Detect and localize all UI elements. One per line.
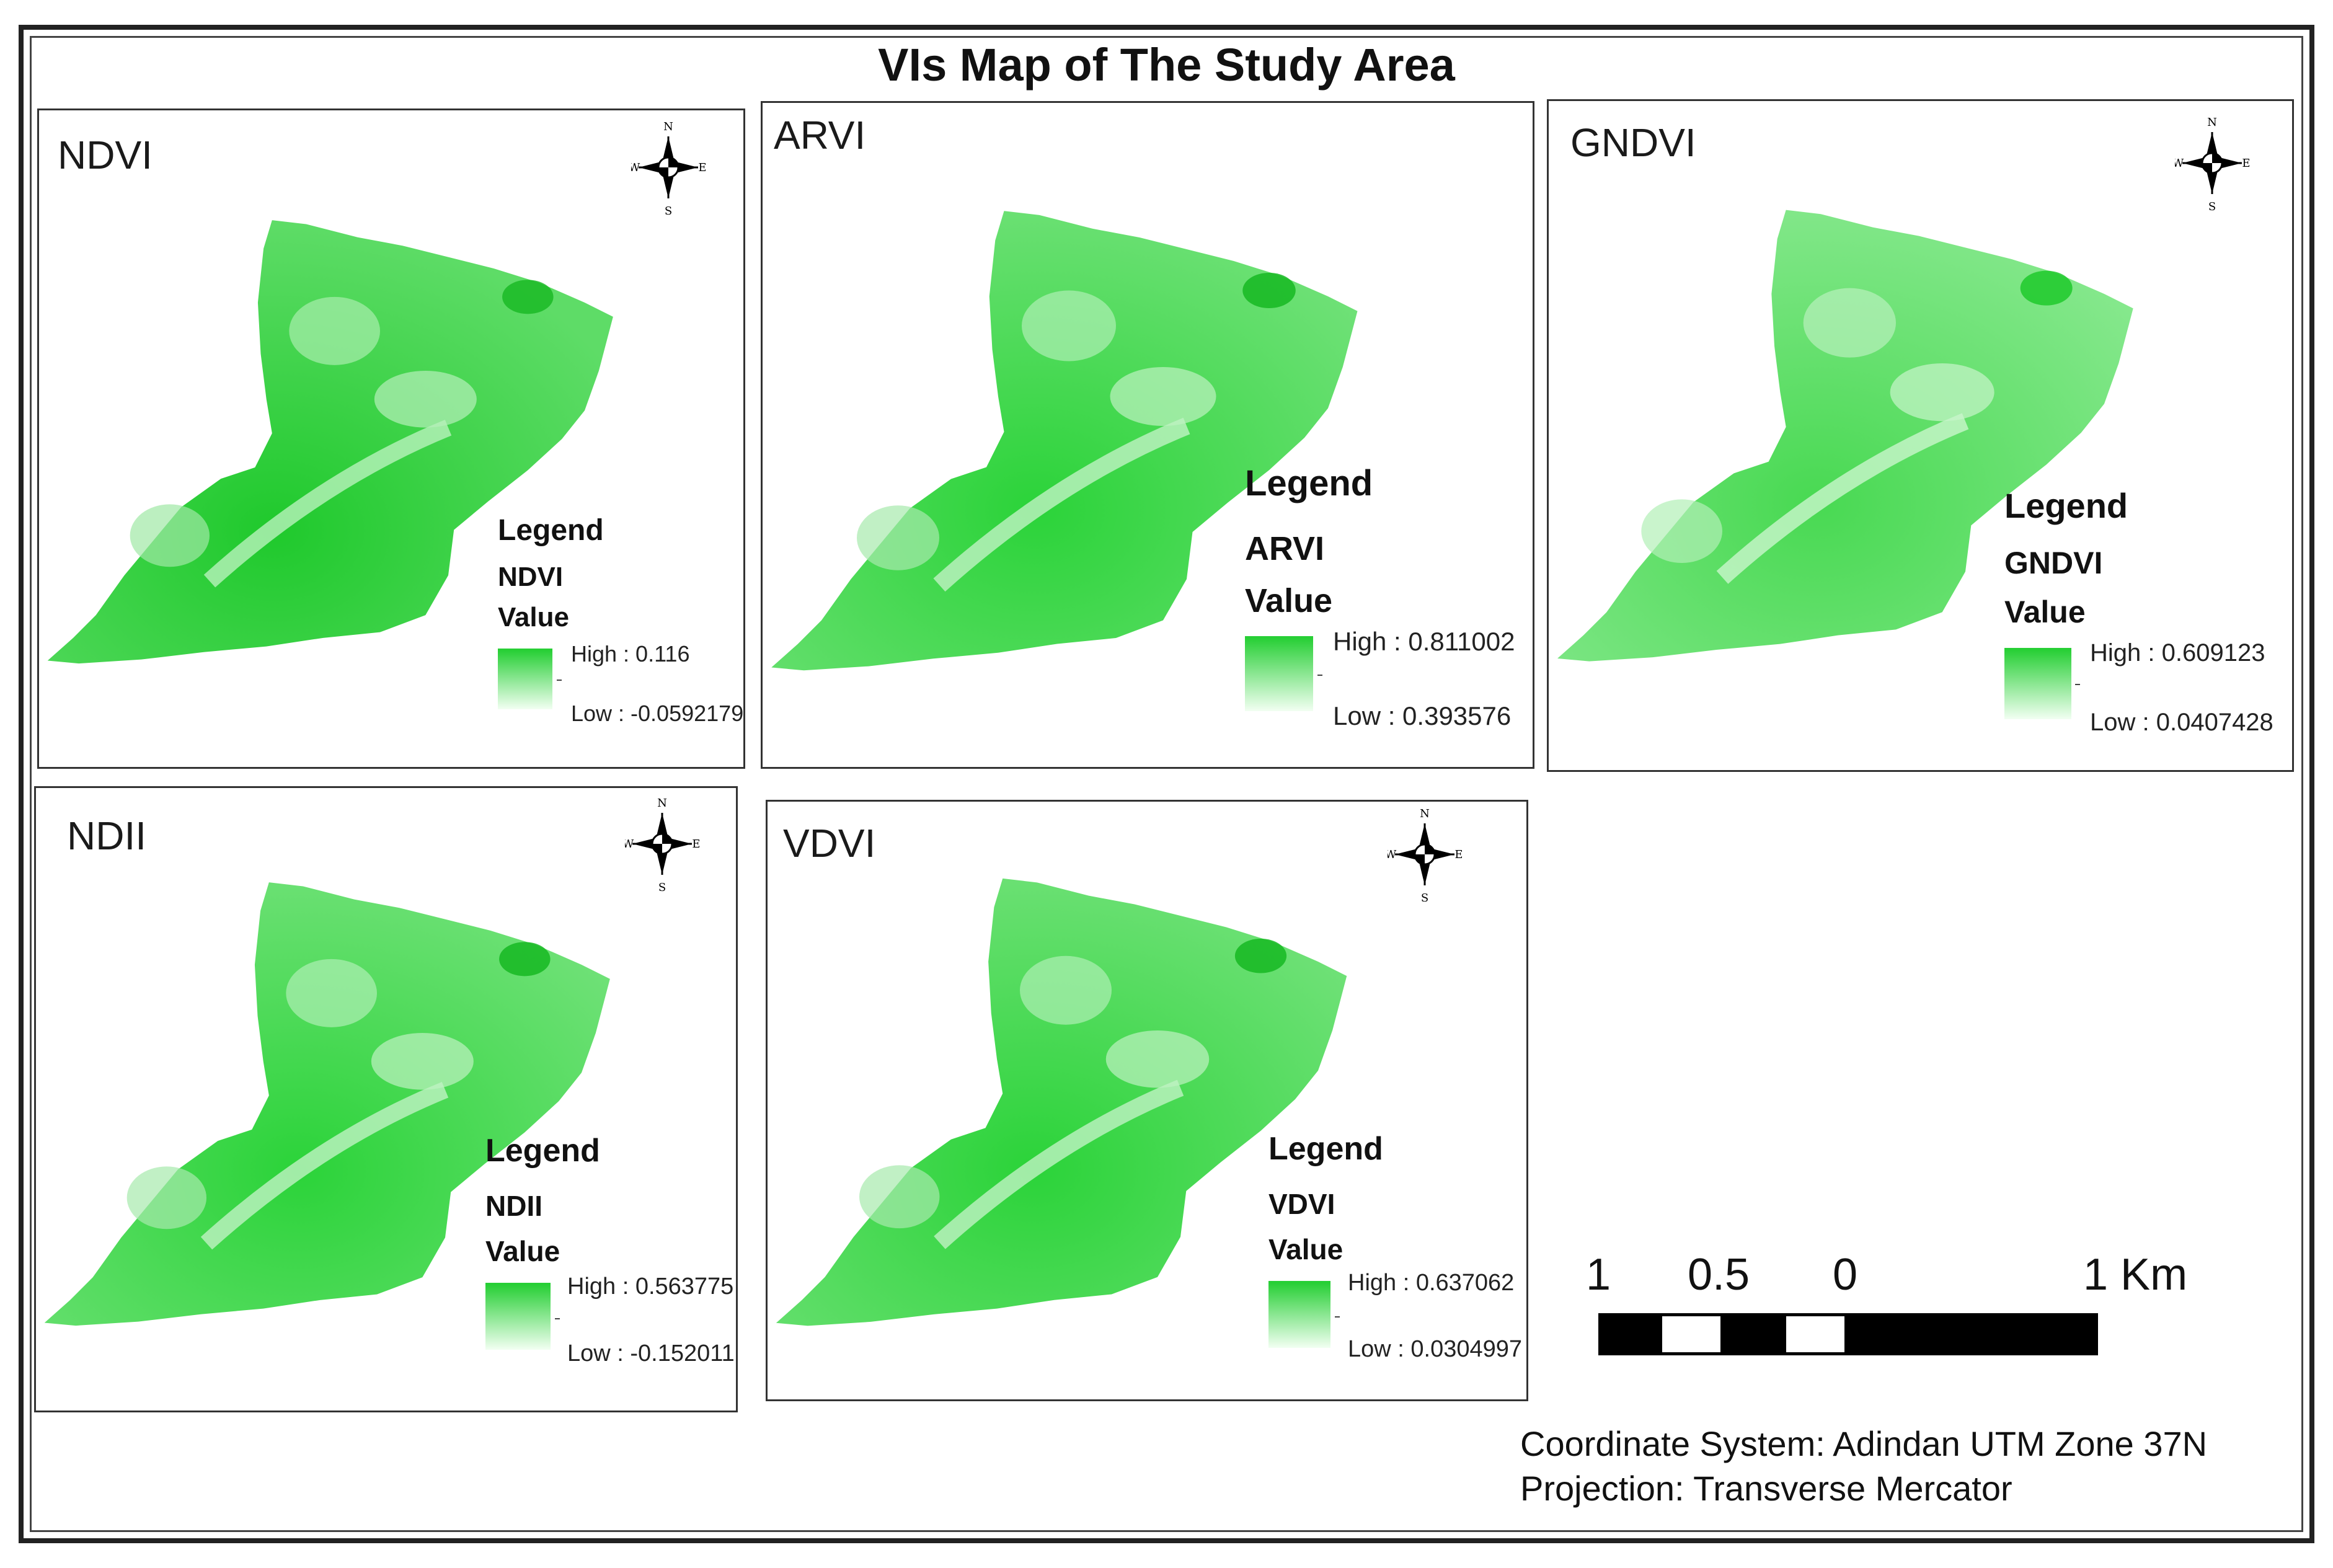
- projection: Projection: Transverse Mercator: [1520, 1469, 2012, 1508]
- panel-gndvi: GNDVI N S E W Legend GNDVI Value High : …: [1547, 99, 2294, 772]
- svg-text:E: E: [1454, 848, 1462, 861]
- scale-label: 0: [1833, 1250, 1858, 1300]
- outer-frame: [19, 25, 2314, 1543]
- svg-text:W: W: [1388, 848, 1397, 861]
- svg-text:W: W: [631, 161, 640, 174]
- svg-text:N: N: [663, 120, 673, 133]
- scale-label: 0.5: [1688, 1250, 1750, 1300]
- svg-text:N: N: [657, 797, 667, 810]
- panel-label: GNDVI: [1570, 120, 1696, 165]
- color-ramp: [498, 649, 552, 709]
- panel-label: ARVI: [774, 113, 866, 157]
- legend-ndii: Legend NDII Value High : 0.563775 Low : …: [485, 1133, 735, 1366]
- legend-ndvi: Legend NDVI Value High : 0.116 Low : -0.…: [498, 514, 744, 726]
- north-arrow-icon: N S E W: [622, 794, 701, 894]
- svg-text:W: W: [625, 838, 634, 851]
- scale-label: 1 Km: [2083, 1250, 2188, 1300]
- svg-text:S: S: [2208, 200, 2216, 213]
- panel-ndii: NDII N S E W Legend NDII Value High : 0.…: [34, 786, 738, 1412]
- svg-text:E: E: [2242, 157, 2249, 170]
- vdvi-map: [768, 814, 1456, 1384]
- legend-arvi: Legend ARVI Value High : 0.811002 Low : …: [1245, 463, 1515, 730]
- gndvi-map: [1549, 126, 2243, 740]
- svg-text:W: W: [2175, 157, 2184, 170]
- color-ramp: [1268, 1281, 1330, 1348]
- map-title: VIs Map of The Study Area: [878, 39, 1455, 91]
- svg-text:E: E: [692, 838, 699, 851]
- legend-gndvi: Legend GNDVI Value High : 0.609123 Low :…: [2004, 486, 2273, 736]
- north-arrow-icon: N S E W: [629, 118, 707, 218]
- svg-text:S: S: [665, 205, 672, 217]
- panel-label: NDII: [67, 813, 146, 858]
- panel-label: VDVI: [783, 821, 876, 866]
- svg-text:E: E: [698, 161, 706, 174]
- panel-label: NDVI: [58, 133, 153, 177]
- svg-text:N: N: [2207, 116, 2217, 129]
- scale-label: 1: [1586, 1250, 1611, 1300]
- legend-vdvi: Legend VDVI Value High : 0.637062 Low : …: [1268, 1131, 1523, 1362]
- color-ramp: [2004, 648, 2071, 719]
- svg-text:S: S: [1421, 892, 1428, 904]
- ndii-map: [36, 807, 718, 1396]
- coordinate-system: Coordinate System: Adindan UTM Zone 37N: [1520, 1424, 2208, 1463]
- svg-text:S: S: [658, 881, 666, 893]
- panel-ndvi: NDVI N S E W Legend NDVI Value High: [37, 109, 745, 769]
- panel-arvi: ARVI Legend ARVI Value High : 0.811002 L…: [761, 101, 1534, 769]
- arvi-map: [763, 128, 1469, 748]
- panel-vdvi: VDVI N S E W Legend VDVI Value High : 0.…: [766, 800, 1528, 1401]
- color-ramp: [485, 1283, 551, 1350]
- color-ramp: [1245, 636, 1313, 711]
- north-arrow-icon: N S E W: [1385, 805, 1463, 905]
- inner-frame: [30, 36, 2303, 1532]
- svg-text:N: N: [1420, 807, 1430, 820]
- ndvi-map: [39, 135, 721, 743]
- north-arrow-icon: N S E W: [2172, 113, 2251, 213]
